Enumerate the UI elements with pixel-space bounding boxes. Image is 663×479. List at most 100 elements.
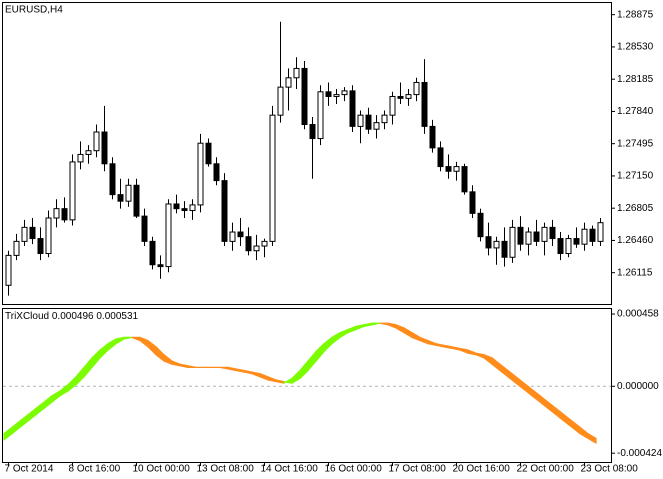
candle-body <box>469 191 476 214</box>
candle-body <box>85 150 92 155</box>
candle-body <box>229 231 236 242</box>
candle-body <box>37 238 44 255</box>
candle-body <box>309 124 316 140</box>
candle-body <box>21 226 28 242</box>
candle-body <box>413 81 420 96</box>
candle-body <box>525 231 532 245</box>
candle-body <box>69 161 76 221</box>
candle-body <box>109 163 116 196</box>
cloud-segment <box>187 365 197 368</box>
x-tick-label: 10 Oct 00:00 <box>133 464 191 475</box>
candle-body <box>213 163 220 182</box>
y-tick-label: 1.28875 <box>617 9 654 20</box>
chart-title: EURUSD,H4 <box>5 5 63 16</box>
candle-body <box>429 125 436 149</box>
candle-body <box>77 153 84 163</box>
candle-body <box>493 240 500 249</box>
candle-body <box>173 203 180 210</box>
x-tick-label: 22 Oct 00:00 <box>517 464 575 475</box>
candle-body <box>365 114 372 130</box>
candle-body <box>301 67 308 126</box>
candle-body <box>253 245 260 252</box>
indicator-header: TriXCloud 0.000496 0.000531 <box>5 311 139 322</box>
candle-body <box>205 142 212 165</box>
candle-body <box>421 81 428 127</box>
y-tick-label: 1.27495 <box>617 138 654 149</box>
candle-body <box>117 194 124 202</box>
y-tick-label: 1.28185 <box>617 74 654 85</box>
candle-body <box>13 240 20 256</box>
candle-body <box>197 142 204 206</box>
cloud-segment <box>587 433 597 444</box>
candle-body <box>557 238 564 255</box>
x-tick-label: 23 Oct 08:00 <box>581 464 639 475</box>
cloud-segment <box>371 322 381 326</box>
candle-body <box>405 94 412 99</box>
price-panel <box>2 2 612 305</box>
candle-body <box>277 86 284 116</box>
indicator-panel <box>2 308 612 463</box>
candle-body <box>501 240 508 258</box>
candle-body <box>461 166 468 193</box>
candle-body <box>165 203 172 268</box>
candle-body <box>445 166 452 172</box>
candle-body <box>45 217 52 255</box>
candle-body <box>549 226 556 240</box>
x-tick-label: 20 Oct 16:00 <box>453 464 511 475</box>
y-tick-label: -0.000424 <box>617 448 662 459</box>
candle-body <box>541 226 548 242</box>
candle-body <box>93 131 100 152</box>
x-tick-label: 8 Oct 16:00 <box>69 464 121 475</box>
candle-body <box>333 94 340 97</box>
candle-body <box>221 180 228 242</box>
candle-body <box>517 226 524 245</box>
y-tick-label: 1.26805 <box>617 203 654 214</box>
y-tick-label: 0.000458 <box>617 309 659 320</box>
y-tick-label: 1.26460 <box>617 235 654 246</box>
y-tick-label: 0.000000 <box>617 381 659 392</box>
candle-body <box>373 122 380 130</box>
x-tick-label: 16 Oct 00:00 <box>325 464 383 475</box>
candle-body <box>125 184 132 202</box>
candle-body <box>477 212 484 238</box>
x-tick-label: 17 Oct 08:00 <box>389 464 447 475</box>
candle-body <box>581 228 588 245</box>
candle-body <box>53 208 60 219</box>
candle-body <box>573 238 580 245</box>
candle-body <box>485 236 492 249</box>
candle-body <box>149 240 156 266</box>
candle-body <box>245 236 252 252</box>
candle-body <box>509 226 516 258</box>
candle-body <box>397 95 404 99</box>
y-tick-label: 1.27150 <box>617 171 654 182</box>
candle-body <box>357 114 364 127</box>
candle-body <box>261 240 268 247</box>
indicator-value: 0.000496 <box>52 311 94 322</box>
candle-body <box>285 77 292 88</box>
candle-body <box>133 184 140 217</box>
candle-body <box>29 226 36 240</box>
y-tick-label: 1.27840 <box>617 106 654 117</box>
indicator-value: 0.000531 <box>96 311 138 322</box>
candle-body <box>349 90 356 127</box>
candle-body <box>141 215 148 242</box>
candle-body <box>157 264 164 268</box>
candle-body <box>237 231 244 238</box>
candle-body <box>533 231 540 242</box>
candle-body <box>293 67 300 79</box>
candle-body <box>341 90 348 96</box>
candle-body <box>5 254 12 286</box>
candle-body <box>101 131 108 165</box>
indicator-title: TriXCloud <box>5 311 49 322</box>
candle-body <box>189 204 196 212</box>
candle-body <box>325 91 332 97</box>
candle-body <box>381 114 388 124</box>
y-tick-label: 1.28530 <box>617 42 654 53</box>
x-tick-label: 7 Oct 2014 <box>5 464 54 475</box>
candle-body <box>61 208 68 221</box>
candle-body <box>269 114 276 242</box>
candle-body <box>565 238 572 255</box>
candle-body <box>389 95 396 116</box>
